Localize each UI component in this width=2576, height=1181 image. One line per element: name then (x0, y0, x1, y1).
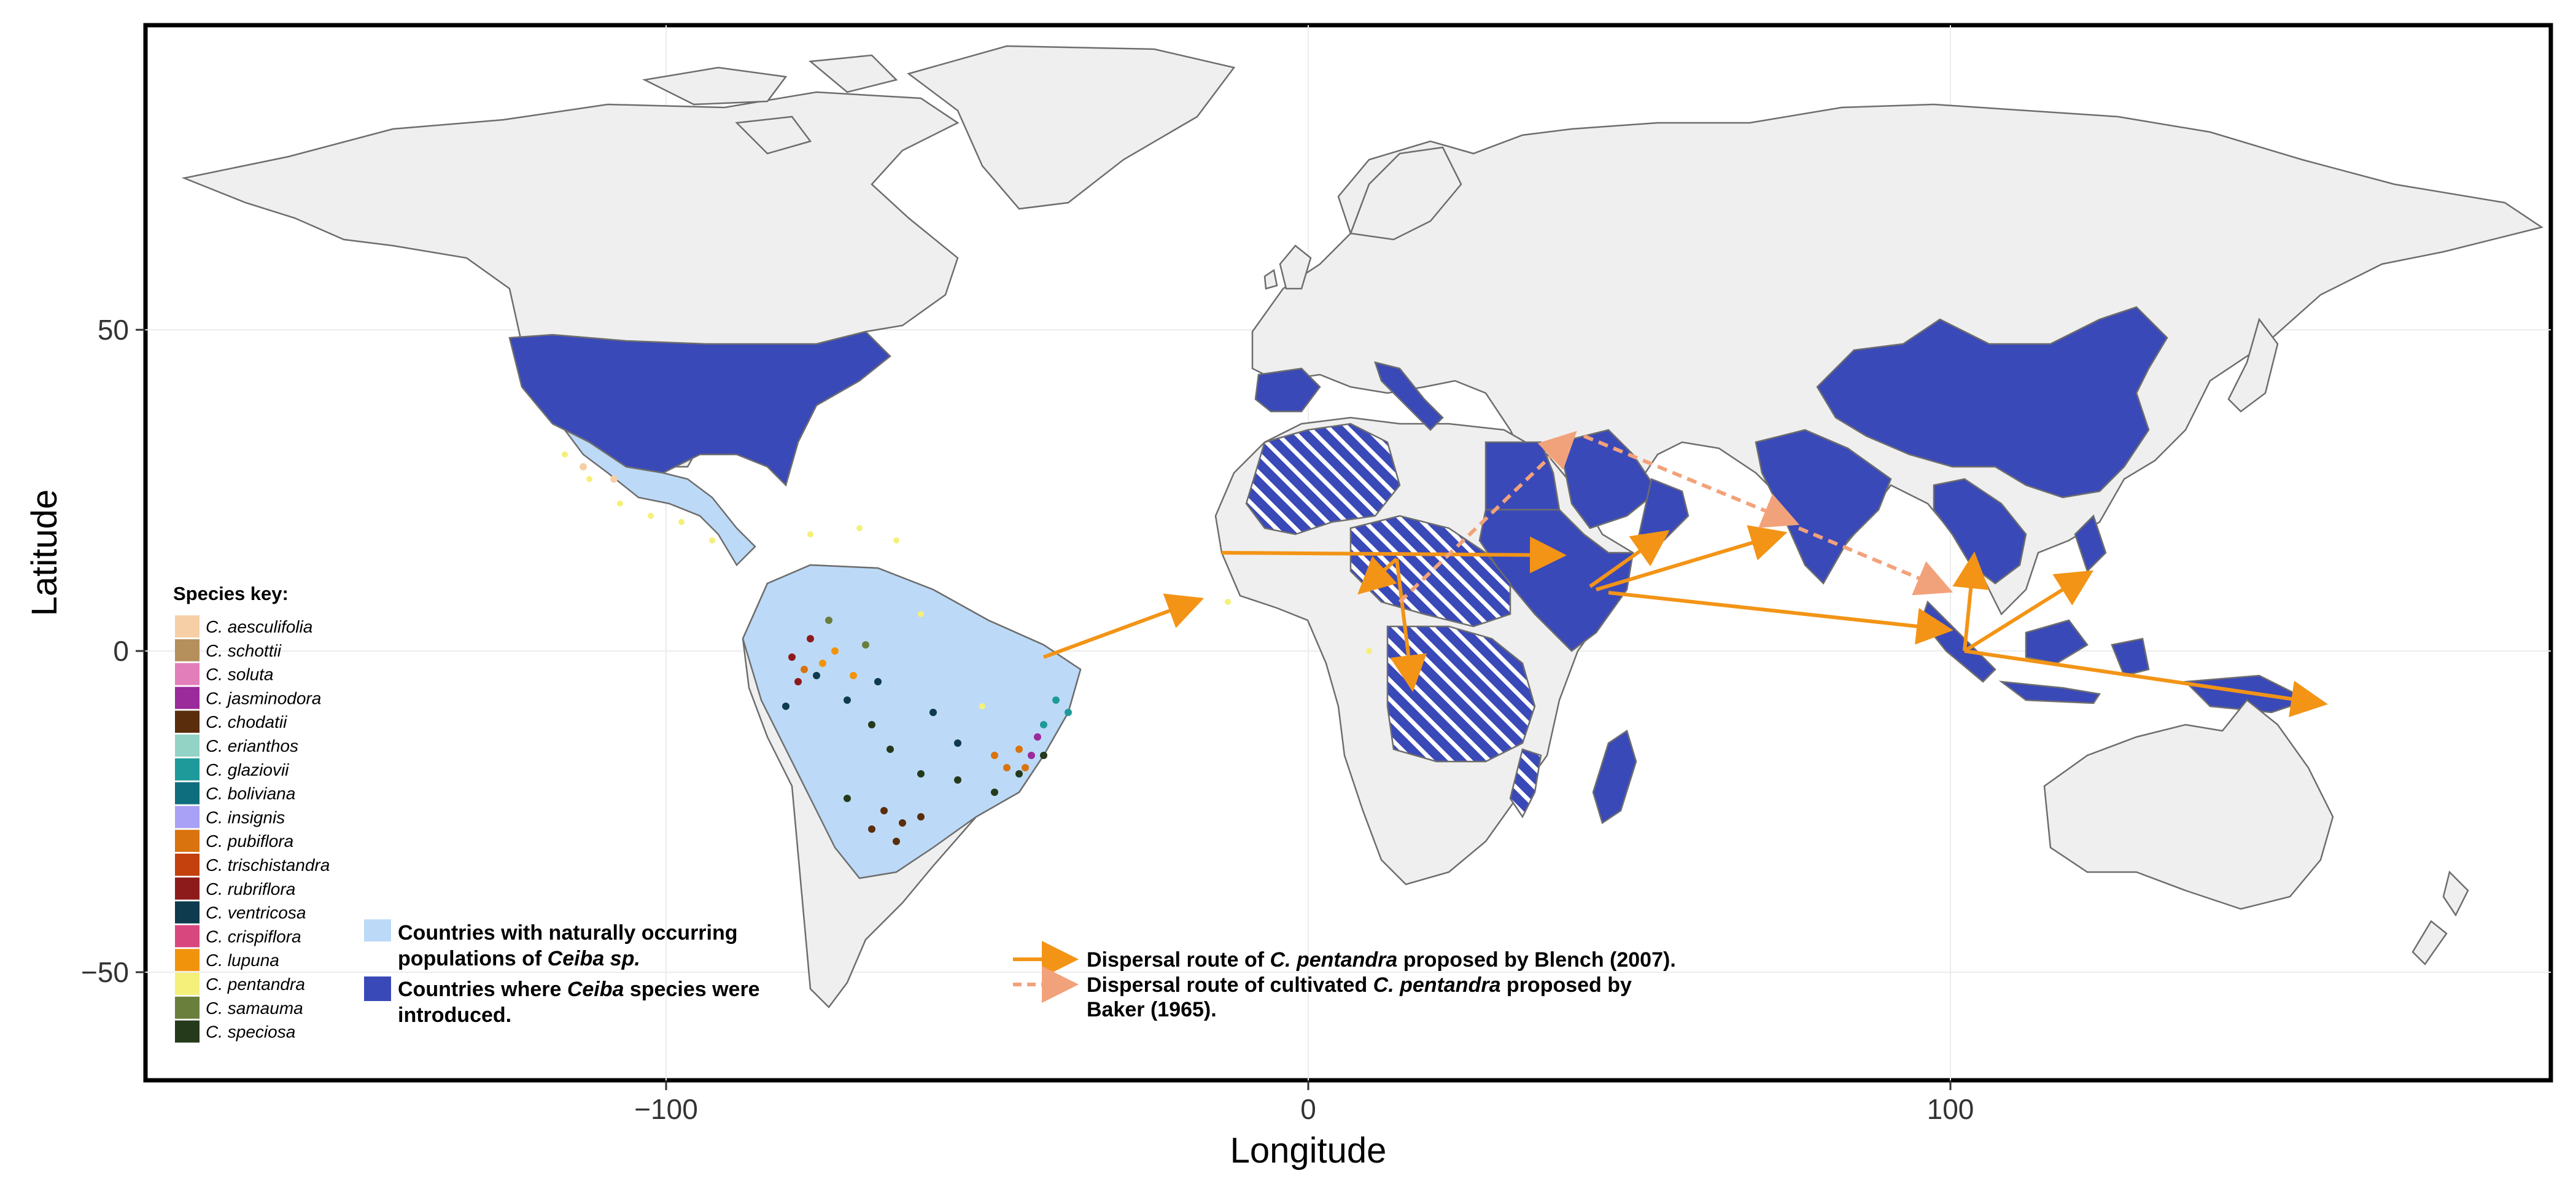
native-range-countries (551, 392, 1082, 879)
species-label: C. schottii (206, 641, 282, 660)
blench-routes (1042, 525, 2328, 717)
species-swatch (175, 711, 200, 733)
species-label: C. glaziovii (206, 760, 289, 779)
scandinavia (1349, 146, 1462, 241)
species-swatch (175, 806, 200, 828)
arctic-islands (642, 54, 898, 155)
usa (508, 330, 891, 487)
x-tick-label: 100 (1927, 1093, 1974, 1125)
species-label: C. erianthos (206, 736, 298, 755)
british-isles (1263, 244, 1312, 290)
y-tick-label: 50 (98, 314, 129, 346)
species-label: C. pentandra (206, 975, 305, 994)
oman (1638, 478, 1690, 542)
y-tick-label: −50 (81, 956, 129, 988)
species-label: C. trischistandra (206, 856, 330, 875)
y-tick-label: 0 (113, 635, 129, 667)
australia (2043, 699, 2334, 910)
japan (2227, 318, 2279, 413)
species-swatch (175, 854, 200, 876)
y-axis: 50 0 −50 Latitude (25, 314, 145, 988)
introduced-legend-line1: Countries where Ceiba species were (398, 978, 760, 1001)
species-label: C. pubiflora (206, 832, 293, 851)
x-axis: −100 0 100 Longitude (634, 1080, 1974, 1171)
species-label: C. boliviana (206, 784, 295, 803)
italy (1374, 361, 1444, 431)
species-swatch (175, 782, 200, 805)
species-swatch (175, 615, 200, 637)
species-swatch (175, 996, 200, 1019)
species-swatch (175, 639, 200, 661)
baker-legend-text: Dispersal route of cultivated C. pentand… (1087, 973, 1632, 997)
introduced-legend-line2: introduced. (398, 1004, 511, 1027)
x-tick-label: 0 (1300, 1093, 1316, 1125)
species-label: C. chodatii (206, 712, 287, 731)
species-label: C. soluta (206, 665, 274, 684)
maritime-se-asia (1920, 514, 2311, 714)
species-label: C. ventricosa (206, 903, 306, 922)
species-swatch (175, 925, 200, 948)
x-tick-label: −100 (634, 1093, 698, 1125)
china (1816, 306, 2168, 499)
species-swatch (175, 830, 200, 852)
species-label: C. crispiflora (206, 927, 301, 946)
native-legend-line1: Countries with naturally occurring (398, 921, 738, 945)
species-label: C. samauma (206, 999, 303, 1018)
species-label: C. jasminodora (206, 688, 321, 707)
species-label: C. speciosa (206, 1023, 295, 1042)
species-label: C. insignis (206, 808, 285, 827)
y-axis-title: Latitude (25, 489, 64, 616)
species-swatch (175, 973, 200, 995)
species-swatch (175, 735, 200, 757)
species-label: C. aesculifolia (206, 617, 312, 636)
species-label: C. rubriflora (206, 879, 295, 898)
species-swatch (175, 949, 200, 972)
introduced-countries (508, 306, 2168, 652)
species-swatch (175, 758, 200, 781)
species-swatch (175, 877, 200, 900)
species-key-title: Species key: (173, 583, 289, 604)
indochina (1933, 478, 2027, 585)
country-legend: Countries with naturally occurring popul… (364, 919, 760, 1027)
baker-legend-text-line2: Baker (1965). (1087, 998, 1217, 1021)
introduced-swatch (364, 976, 391, 1001)
new-zealand (2411, 870, 2469, 965)
species-swatch (175, 1020, 200, 1043)
species-key: Species key: C. aesculifolia C. schottii C… (173, 583, 330, 1043)
occurrence-points (562, 451, 1415, 845)
spain (1254, 367, 1321, 413)
route-legend: Dispersal route of C. pentandra proposed… (1013, 941, 1676, 1021)
species-swatch (175, 687, 200, 709)
native-legend-line2: populations of Ceiba sp. (398, 947, 640, 970)
species-swatch (175, 901, 200, 924)
species-swatch (175, 663, 200, 685)
native-swatch (364, 919, 391, 941)
greenland (907, 45, 1236, 210)
baker-routes (1398, 431, 1953, 604)
x-axis-title: Longitude (1230, 1131, 1387, 1171)
species-label: C. lupuna (206, 951, 279, 970)
madagascar (1592, 730, 1637, 824)
blench-legend-text: Dispersal route of C. pentandra proposed… (1087, 948, 1676, 972)
